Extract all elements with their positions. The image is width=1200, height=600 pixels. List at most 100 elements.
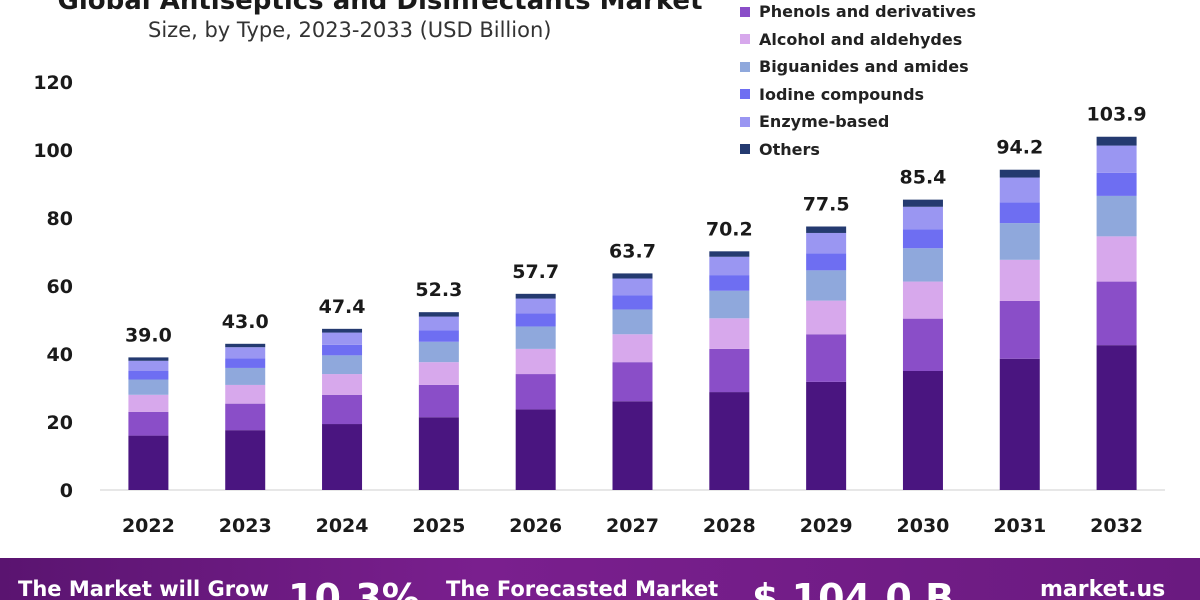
bar-segment: [999, 177, 1040, 203]
bar-segment: [418, 312, 459, 317]
bar-segment: [128, 379, 169, 395]
y-tick-label: 100: [33, 140, 73, 162]
y-tick-label: 120: [33, 72, 73, 94]
legend-item: Biguanides and amides: [740, 56, 969, 78]
bar-segment: [418, 417, 459, 490]
legend-item: Enzyme-based: [740, 111, 889, 133]
bar-segment: [1096, 195, 1137, 237]
bar-segment: [999, 223, 1040, 260]
bar-segment: [709, 318, 750, 349]
bar-segment: [128, 357, 169, 361]
legend-item: Alcohol and aldehydes: [740, 28, 962, 50]
bar-total-label: 63.7: [609, 240, 656, 262]
bar-segment: [902, 371, 943, 490]
bar-segment: [515, 409, 556, 490]
bar-segment: [902, 206, 943, 230]
bar-segment: [322, 374, 363, 395]
bar-segment: [1096, 281, 1137, 346]
bar-segment: [999, 300, 1040, 359]
x-tick-label: 2027: [606, 515, 659, 537]
bar-segment: [418, 384, 459, 418]
bar-segment: [709, 348, 750, 393]
bar-segment: [999, 358, 1040, 490]
bar-segment: [515, 298, 556, 314]
bar-segment: [418, 316, 459, 331]
legend-swatch: [740, 34, 750, 44]
bar-segment: [225, 347, 266, 359]
bar-segment: [612, 278, 653, 296]
bar-segment: [709, 392, 750, 490]
bar-segment: [709, 251, 750, 257]
bar-segment: [418, 330, 459, 342]
y-tick-label: 80: [47, 208, 73, 230]
bar-total-label: 47.4: [319, 296, 366, 318]
bar-segment: [902, 229, 943, 249]
bar-segment: [709, 275, 750, 291]
bar-segment: [128, 371, 169, 380]
x-tick-label: 2030: [897, 515, 950, 537]
legend-swatch: [740, 144, 750, 154]
legend-item: Others: [740, 138, 820, 160]
bar-segment: [612, 273, 653, 279]
legend-swatch: [740, 89, 750, 99]
x-tick-label: 2022: [122, 515, 175, 537]
chart-title: Global Antiseptics and Disinfectants Mar…: [57, 0, 703, 16]
bar-segment: [322, 424, 363, 490]
bar-segment: [1096, 345, 1137, 490]
bar-segment: [1096, 136, 1137, 146]
banner-market-value: $ 104.0 B: [752, 576, 955, 600]
bar-segment: [806, 232, 847, 254]
legend-label: Enzyme-based: [759, 112, 890, 131]
bar-segment: [806, 270, 847, 301]
bar-segment: [322, 344, 363, 356]
y-tick-label: 20: [47, 412, 73, 434]
banner-forecast-text: The Forecasted Market: [446, 577, 719, 600]
bar-total-label: 77.5: [803, 194, 850, 216]
bar-segment: [902, 318, 943, 371]
bar-segment: [999, 202, 1040, 224]
legend-label: Others: [759, 139, 820, 159]
bar-segment: [128, 435, 169, 490]
y-tick-label: 60: [47, 276, 73, 298]
bar-segment: [806, 381, 847, 490]
bar-segment: [806, 334, 847, 382]
bar-segment: [806, 300, 847, 335]
y-tick-label: 40: [47, 344, 73, 366]
bar-segment: [128, 394, 169, 412]
x-tick-label: 2024: [316, 515, 369, 537]
bar-segment: [709, 290, 750, 319]
footer-banner: The Market will Grow 10.3% The Forecaste…: [0, 558, 1200, 600]
bar-segment: [225, 367, 266, 385]
x-tick-label: 2032: [1090, 515, 1143, 537]
banner-brand: market.us: [1040, 577, 1166, 600]
bar-total-label: 52.3: [415, 279, 462, 301]
x-tick-label: 2023: [219, 515, 272, 537]
bar-segment: [322, 394, 363, 425]
bar-segment: [418, 362, 459, 385]
chart-subtitle: Size, by Type, 2023-2033 (USD Billion): [148, 18, 552, 42]
bar-total-label: 70.2: [706, 218, 753, 240]
bar-segment: [515, 326, 556, 349]
bar-total-label: 57.7: [512, 261, 559, 283]
bar-segment: [709, 256, 750, 276]
legend-label: Biguanides and amides: [759, 57, 969, 76]
banner-cagr-value: 10.3%: [288, 576, 420, 600]
bar-total-label: 103.9: [1087, 104, 1147, 126]
bar-segment: [1096, 236, 1137, 282]
bar-segment: [612, 334, 653, 363]
bar-segment: [515, 374, 556, 410]
x-tick-label: 2026: [509, 515, 562, 537]
legend-swatch: [740, 61, 750, 72]
bar-segment: [902, 199, 943, 207]
bar-segment: [128, 360, 169, 371]
bar-segment: [515, 313, 556, 327]
x-tick-label: 2029: [800, 515, 853, 537]
bar-segment: [225, 403, 266, 431]
bar-segment: [902, 281, 943, 319]
bar-segment: [1096, 172, 1137, 196]
bar-segment: [612, 295, 653, 310]
x-tick-label: 2025: [412, 515, 465, 537]
bar-segment: [806, 226, 847, 233]
bar-segment: [515, 348, 556, 375]
bar-total-label: 85.4: [900, 167, 947, 189]
